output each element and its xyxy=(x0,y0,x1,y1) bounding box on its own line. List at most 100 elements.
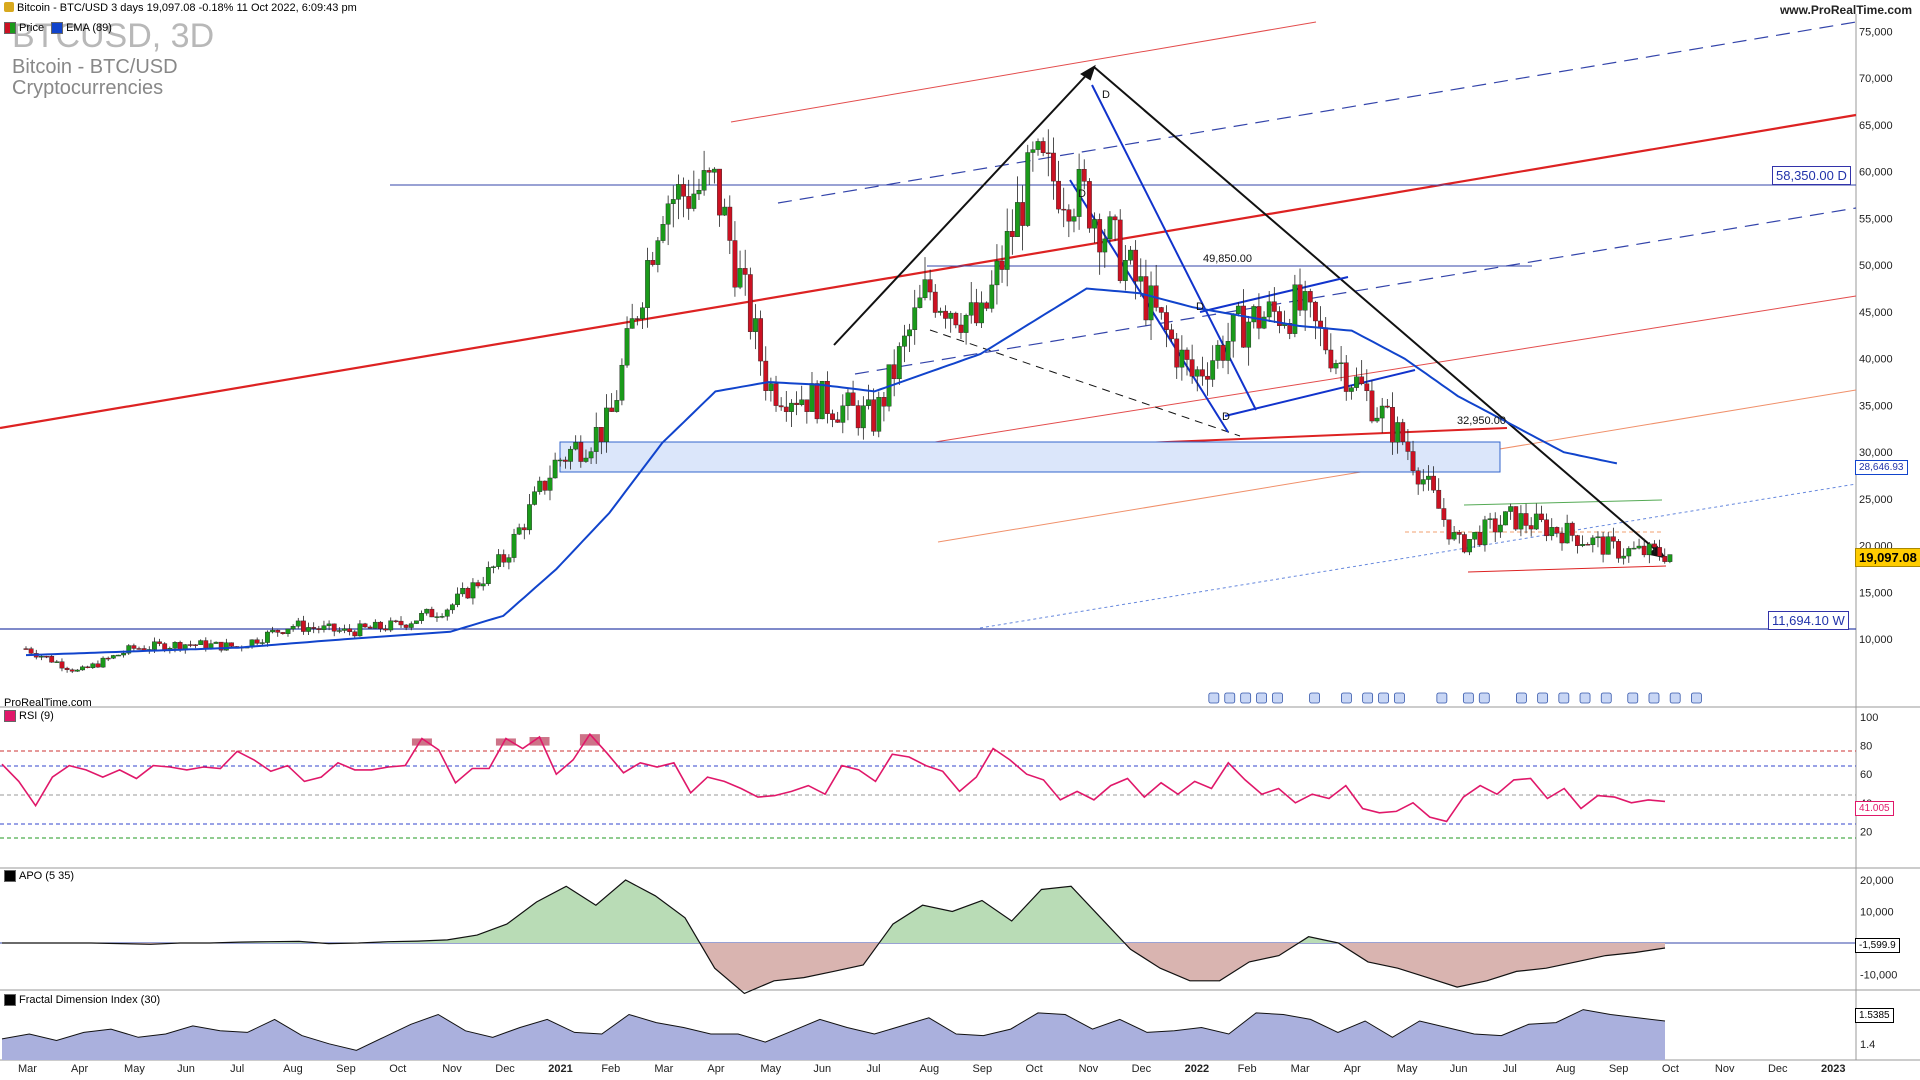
x-tick-label: Jun xyxy=(813,1063,831,1075)
x-tick-label: 2022 xyxy=(1185,1063,1209,1075)
candle-down xyxy=(1575,535,1579,545)
x-tick-label: Nov xyxy=(1715,1063,1735,1075)
candle-down xyxy=(974,303,978,323)
candle-down xyxy=(1190,360,1194,377)
candle-down xyxy=(1144,276,1148,320)
candle-up xyxy=(604,408,608,442)
candle-down xyxy=(1133,250,1137,281)
candle-up xyxy=(938,311,942,312)
candle-down xyxy=(1087,181,1091,228)
candle-up xyxy=(615,400,619,411)
candle-up xyxy=(1452,532,1456,539)
candle-down xyxy=(49,656,53,662)
x-tick-label: Feb xyxy=(1238,1063,1257,1075)
candle-up xyxy=(861,406,865,428)
candle-down xyxy=(1359,377,1363,384)
support-zone xyxy=(560,442,1500,472)
candle-up xyxy=(573,442,577,449)
candle-down xyxy=(1385,406,1389,407)
candle-up xyxy=(1519,513,1523,529)
x-tick-label: Aug xyxy=(283,1063,303,1075)
candle-down xyxy=(1062,209,1066,210)
red-channel xyxy=(0,22,1856,572)
candle-down xyxy=(204,641,208,649)
candle-down xyxy=(681,184,685,196)
candle-down xyxy=(1514,506,1518,529)
trend-lines xyxy=(834,67,1664,557)
support-w-tag[interactable]: 11,694.10 W xyxy=(1768,611,1849,630)
candle-down xyxy=(383,629,387,630)
candle-down xyxy=(363,624,367,627)
candle-up xyxy=(1226,341,1230,360)
event-icon xyxy=(1394,693,1404,703)
candle-up xyxy=(507,558,511,563)
candle-down xyxy=(830,414,834,420)
x-tick-label: Aug xyxy=(1556,1063,1576,1075)
candle-up xyxy=(55,662,59,663)
apo-tick-label: 20,000 xyxy=(1860,875,1894,887)
candle-up xyxy=(753,318,757,331)
candle-up xyxy=(553,460,557,478)
candle-down xyxy=(651,260,655,264)
candle-down xyxy=(1313,302,1317,321)
candle-down xyxy=(1344,363,1348,392)
candle-down xyxy=(1113,217,1117,220)
candle-up xyxy=(1498,525,1502,532)
candle-down xyxy=(563,460,567,462)
price-tick-label: 10,000 xyxy=(1859,634,1893,646)
candle-up xyxy=(440,616,444,617)
candle-down xyxy=(748,274,752,331)
candle-down xyxy=(1478,532,1482,545)
candle-up xyxy=(738,268,742,287)
candle-down xyxy=(1570,523,1574,535)
candle-down xyxy=(502,554,506,562)
candle-down xyxy=(1601,537,1605,555)
fdi-layer xyxy=(2,1010,1665,1060)
candle-down xyxy=(892,365,896,379)
event-icon xyxy=(1479,693,1489,703)
price-tick-label: 40,000 xyxy=(1859,354,1893,366)
candle-up xyxy=(1108,217,1112,239)
candle-up xyxy=(1231,314,1235,341)
level-49850-label: 49,850.00 xyxy=(1203,253,1252,265)
candle-down xyxy=(1221,345,1225,360)
candle-down xyxy=(686,196,690,208)
event-icon xyxy=(1437,693,1447,703)
x-axis-labels: Mar Apr May Jun Jul Aug Sep Oct Nov Dec 2021 Feb Mar… xyxy=(18,1063,1845,1075)
candle-up xyxy=(692,194,696,209)
candle-down xyxy=(815,383,819,418)
x-tick-label: Oct xyxy=(1026,1063,1043,1075)
resistance-d-tag[interactable]: 58,350.00 D xyxy=(1772,166,1851,185)
candle-down xyxy=(317,629,321,630)
x-tick-label: May xyxy=(760,1063,781,1075)
candle-down xyxy=(255,640,259,644)
candle-up xyxy=(594,427,598,451)
candle-down xyxy=(707,170,711,172)
candle-down xyxy=(466,588,470,598)
candle-up xyxy=(661,224,665,240)
candle-down xyxy=(157,642,161,644)
candle-down xyxy=(1175,339,1179,367)
candle-up xyxy=(1550,527,1554,536)
candle-up xyxy=(866,400,870,406)
candle-up xyxy=(1606,537,1610,555)
y-axis-labels: 75,00070,00065,00060,00055,00050,00045,0… xyxy=(1859,26,1897,1050)
candle-up xyxy=(1354,377,1358,388)
x-tick-label: Dec xyxy=(1768,1063,1788,1075)
candle-down xyxy=(599,427,603,442)
event-icon xyxy=(1649,693,1659,703)
candle-up xyxy=(445,610,449,616)
candle-down xyxy=(856,406,860,428)
rsi-tick-label: 80 xyxy=(1860,741,1872,753)
candle-up xyxy=(538,481,542,492)
candle-down xyxy=(70,670,74,672)
candle-up xyxy=(337,630,341,631)
candle-up xyxy=(1031,150,1035,153)
candle-up xyxy=(640,308,644,319)
event-icon xyxy=(1691,693,1701,703)
candle-up xyxy=(1036,141,1040,149)
candle-up xyxy=(800,400,804,405)
candle-down xyxy=(933,292,937,312)
candle-up xyxy=(80,667,84,670)
